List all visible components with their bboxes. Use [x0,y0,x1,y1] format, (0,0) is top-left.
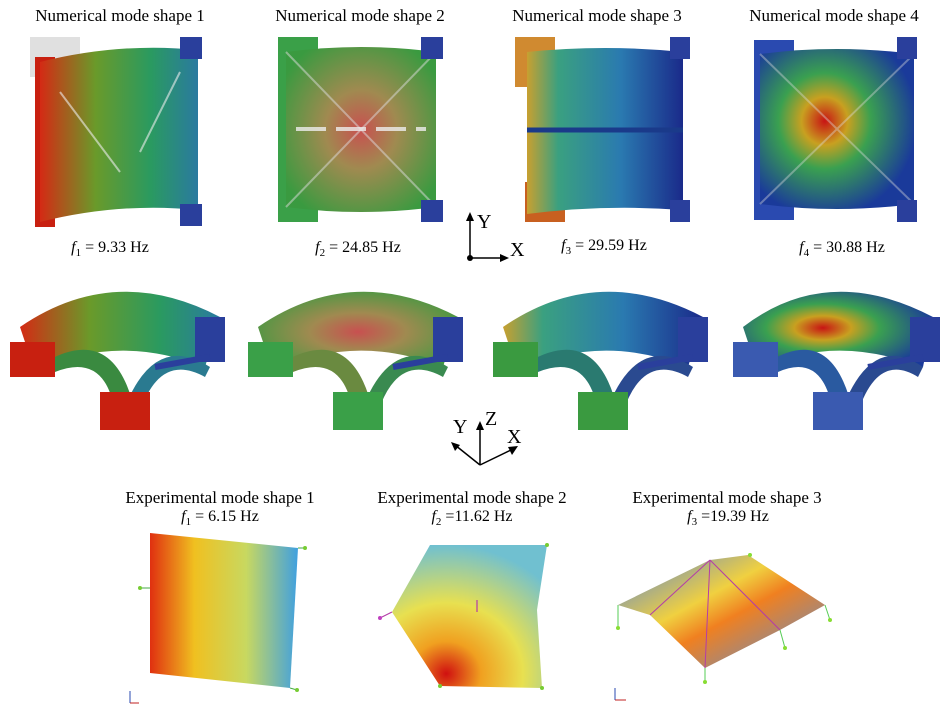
numerical-mode-1-3d-view [10,291,225,430]
numerical-mode-3-top-view [515,37,690,222]
numerical-title-3: Numerical mode shape 3 [512,6,682,25]
experimental-mode-3-view [614,553,832,701]
axis-y-label: Y [453,416,467,438]
numerical-mode-4-top-view [754,37,917,222]
experimental-mode-1-view [129,533,307,704]
experimental-freq-2: f2 =11.62 Hz [431,508,513,529]
numerical-title-1: Numerical mode shape 1 [35,6,205,25]
numerical-mode-4-3d-view [733,291,940,430]
xyz-axis-triad: Y Z X [451,408,522,466]
experimental-freq-1: f1 = 6.15 Hz [181,508,259,529]
axis-y-label: Y [477,211,491,233]
experimental-title-3: Experimental mode shape 3 [632,488,822,507]
numerical-mode-1-top-view [30,37,202,227]
axis-x-label: X [510,239,525,261]
experimental-mode-2-view [378,543,549,690]
numerical-freq-1: f1 = 9.33 Hz [71,239,149,260]
numerical-mode-2-3d-view [248,291,463,430]
numerical-title-4: Numerical mode shape 4 [749,6,919,25]
numerical-freq-4: f4 = 30.88 Hz [799,239,885,260]
axis-z-label: Z [485,408,497,430]
xy-axis-triad: Y X [466,211,525,262]
experimental-title-1: Experimental mode shape 1 [125,488,315,507]
numerical-title-2: Numerical mode shape 2 [275,6,445,25]
numerical-freq-2: f2 = 24.85 Hz [315,239,401,260]
numerical-mode-3-3d-view [493,291,708,430]
numerical-mode-2-top-view [278,37,443,222]
axis-x-label: X [507,426,522,448]
experimental-title-2: Experimental mode shape 2 [377,488,567,507]
numerical-freq-3: f3 = 29.59 Hz [561,237,647,258]
experimental-freq-3: f3 =19.39 Hz [687,508,769,529]
